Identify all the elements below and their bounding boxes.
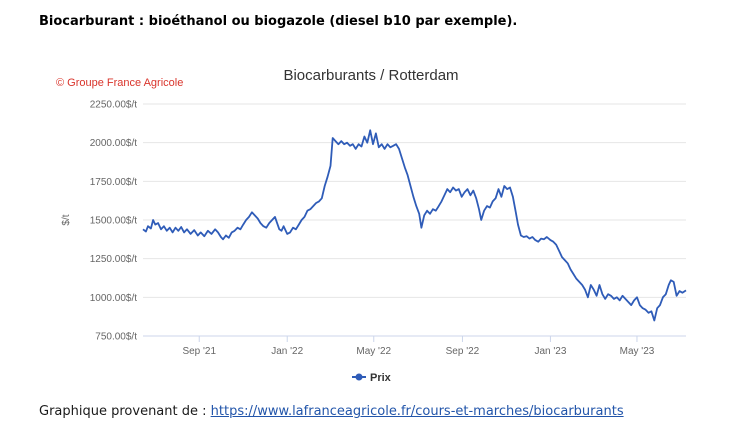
- source-link[interactable]: https://www.lafranceagricole.fr/cours-et…: [210, 404, 624, 419]
- x-tick-label: Jan '22: [271, 346, 303, 357]
- x-tick-label: Jan '23: [534, 346, 566, 357]
- series-layer: [142, 129, 687, 322]
- chart-credit: © Groupe France Agricole: [56, 77, 183, 89]
- y-tick-label: 1500.00$/t: [90, 216, 137, 227]
- chart-title: Biocarburants / Rotterdam: [283, 67, 458, 84]
- grid-lines: [143, 103, 686, 337]
- y-tick-label: 2000.00$/t: [90, 138, 137, 149]
- x-tick-label: Sep '21: [182, 346, 216, 357]
- series-line-prix[interactable]: [142, 129, 687, 322]
- y-tick-label: 750.00$/t: [95, 332, 137, 343]
- legend-label-prix: Prix: [370, 372, 392, 384]
- y-tick-label: 2250.00$/t: [90, 100, 137, 111]
- legend[interactable]: Prix: [352, 372, 392, 384]
- x-tick-label: May '22: [356, 346, 391, 357]
- y-tick-label: 1750.00$/t: [90, 177, 137, 188]
- source-prefix: Graphique provenant de :: [39, 404, 211, 419]
- y-axis-label: $/t: [61, 214, 72, 225]
- y-axis-ticks: 750.00$/t 1000.00$/t 1250.00$/t 1500.00$/t 1…: [90, 100, 137, 343]
- legend-marker: [355, 373, 363, 381]
- y-tick-label: 1250.00$/t: [90, 254, 137, 265]
- y-tick-label: 1000.00$/t: [90, 293, 137, 304]
- source-line: Graphique provenant de : https://www.laf…: [39, 404, 624, 419]
- x-tick-label: Sep '22: [446, 346, 480, 357]
- x-axis-ticks: Sep '21 Jan '22 May '22 Sep '22 Jan '23 May '…: [143, 335, 686, 357]
- x-tick-label: May '23: [620, 346, 655, 357]
- document-heading: Biocarburant : bioéthanol ou biogazole (…: [39, 14, 518, 29]
